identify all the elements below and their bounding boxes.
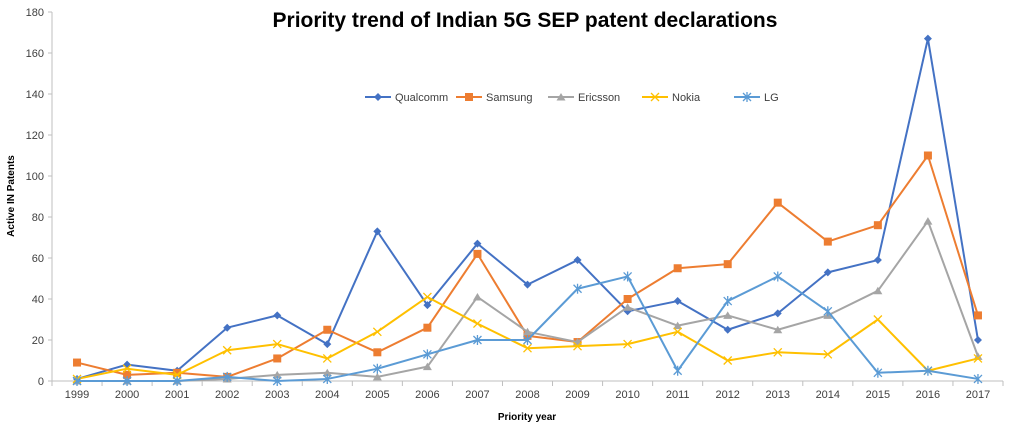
- data-point: [373, 328, 381, 336]
- data-point: [273, 354, 281, 362]
- data-point: [674, 264, 682, 272]
- x-tick-label: 2000: [115, 389, 139, 401]
- x-tick-label: 2009: [565, 389, 589, 401]
- data-point: [824, 238, 832, 246]
- y-axis-label: Active IN Patents: [6, 155, 17, 237]
- line-chart: Priority trend of Indian 5G SEP patent d…: [0, 0, 1024, 439]
- data-point: [824, 306, 832, 316]
- legend-label: LG: [764, 92, 779, 104]
- data-point: [323, 326, 331, 334]
- legend-label: Ericsson: [578, 92, 620, 104]
- data-point: [874, 256, 882, 264]
- y-tick-label: 120: [26, 130, 44, 142]
- y-tick-label: 20: [32, 335, 44, 347]
- legend-marker: [374, 93, 382, 101]
- legend-marker: [465, 93, 473, 101]
- y-tick-label: 80: [32, 212, 44, 224]
- x-tick-label: 2002: [215, 389, 239, 401]
- series-samsung: [73, 152, 982, 381]
- y-tick-label: 180: [26, 7, 44, 19]
- y-tick-label: 100: [26, 171, 44, 183]
- data-point: [473, 250, 481, 258]
- legend-item-samsung: Samsung: [456, 92, 532, 104]
- data-point: [473, 293, 482, 301]
- legend-item-ericsson: Ericsson: [548, 92, 620, 104]
- data-point: [423, 324, 431, 332]
- y-tick-label: 40: [32, 294, 44, 306]
- x-tick-label: 2013: [766, 389, 790, 401]
- data-point: [724, 326, 732, 334]
- data-point: [923, 217, 932, 225]
- data-point: [423, 293, 431, 301]
- y-tick-label: 0: [38, 376, 44, 388]
- y-tick-label: 160: [26, 48, 44, 60]
- x-tick-label: 2011: [666, 389, 690, 401]
- legend-label: Qualcomm: [395, 92, 448, 104]
- x-tick-label: 2001: [165, 389, 189, 401]
- x-tick-label: 1999: [65, 389, 89, 401]
- legend-label: Samsung: [486, 92, 532, 104]
- data-point: [674, 297, 682, 305]
- data-point: [624, 295, 632, 303]
- legend-item-qualcomm: Qualcomm: [365, 92, 448, 104]
- data-point: [123, 361, 131, 369]
- x-tick-label: 2007: [465, 389, 489, 401]
- data-point: [473, 320, 481, 328]
- data-point: [674, 366, 682, 376]
- y-tick-label: 140: [26, 89, 44, 101]
- data-point: [974, 311, 982, 319]
- x-tick-label: 2014: [816, 389, 840, 401]
- x-tick-label: 2015: [866, 389, 890, 401]
- x-tick-label: 2016: [916, 389, 940, 401]
- data-point: [774, 199, 782, 207]
- data-point: [974, 336, 982, 344]
- x-axis-label: Priority year: [498, 412, 556, 423]
- x-tick-label: 2008: [515, 389, 539, 401]
- x-tick-label: 2010: [615, 389, 639, 401]
- data-point: [73, 359, 81, 367]
- chart-container: Priority trend of Indian 5G SEP patent d…: [0, 0, 1024, 439]
- x-tick-label: 2006: [415, 389, 439, 401]
- data-point: [924, 35, 932, 43]
- data-point: [323, 340, 331, 348]
- data-point: [273, 311, 281, 319]
- legend-label: Nokia: [672, 92, 701, 104]
- x-tick-label: 2004: [315, 389, 339, 401]
- data-point: [373, 348, 381, 356]
- x-tick-label: 2017: [966, 389, 990, 401]
- data-point: [924, 152, 932, 160]
- x-tick-label: 2012: [715, 389, 739, 401]
- data-point: [774, 271, 782, 281]
- chart-title: Priority trend of Indian 5G SEP patent d…: [273, 9, 778, 32]
- data-point: [724, 260, 732, 268]
- legend-item-nokia: Nokia: [642, 92, 701, 104]
- data-point: [874, 221, 882, 229]
- data-point: [724, 296, 732, 306]
- x-tick-label: 2003: [265, 389, 289, 401]
- y-tick-label: 60: [32, 253, 44, 265]
- legend-item-lg: LG: [734, 92, 779, 104]
- x-tick-label: 2005: [365, 389, 389, 401]
- data-point: [874, 316, 882, 324]
